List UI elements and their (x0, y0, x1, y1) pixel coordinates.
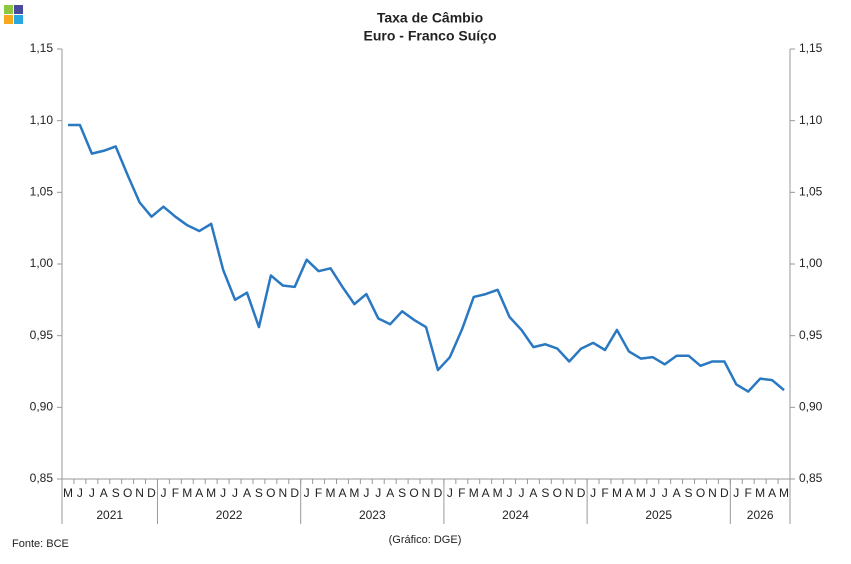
x-tick-label: N (135, 486, 144, 500)
x-tick-label: M (469, 486, 479, 500)
y2-tick-label: 1,00 (799, 256, 823, 270)
y2-tick-label: 1,05 (799, 185, 823, 199)
x-tick-label: M (612, 486, 622, 500)
credit: (Gráfico: DGE) (389, 534, 462, 546)
x-tick-label: M (493, 486, 503, 500)
y-tick-label: 1,05 (30, 185, 54, 199)
x-tick-label: A (768, 486, 776, 500)
y-tick-label: 0,85 (30, 471, 54, 485)
x-tick-label: D (720, 486, 729, 500)
x-tick-label: A (100, 486, 108, 500)
x-tick-label: A (482, 486, 490, 500)
x-tick-label: A (625, 486, 633, 500)
y-tick-label: 0,95 (30, 328, 54, 342)
y2-tick-label: 0,95 (799, 328, 823, 342)
x-tick-label: M (755, 486, 765, 500)
x-tick-label: J (363, 486, 369, 500)
x-tick-label: J (232, 486, 238, 500)
y-tick-label: 0,90 (30, 400, 54, 414)
x-tick-label: J (507, 486, 513, 500)
x-tick-label: A (195, 486, 203, 500)
x-tick-label: M (779, 486, 789, 500)
x-tick-label: D (577, 486, 586, 500)
y2-tick-label: 1,10 (799, 113, 823, 127)
x-group-label: 2024 (502, 508, 529, 522)
x-tick-label: D (147, 486, 156, 500)
x-tick-label: A (673, 486, 681, 500)
x-tick-label: J (77, 486, 83, 500)
x-tick-label: N (278, 486, 287, 500)
x-tick-label: N (422, 486, 431, 500)
x-tick-label: F (315, 486, 322, 500)
x-tick-label: A (338, 486, 346, 500)
x-group-label: 2022 (216, 508, 243, 522)
x-tick-label: M (636, 486, 646, 500)
x-tick-label: A (243, 486, 251, 500)
x-tick-label: M (206, 486, 216, 500)
x-tick-label: J (220, 486, 226, 500)
y-tick-label: 1,10 (30, 113, 54, 127)
x-tick-label: O (266, 486, 275, 500)
x-tick-label: S (685, 486, 693, 500)
x-tick-label: M (349, 486, 359, 500)
y2-tick-label: 1,15 (799, 41, 823, 55)
chart-title: Taxa de Câmbio (377, 10, 483, 26)
x-tick-label: S (541, 486, 549, 500)
x-tick-label: J (375, 486, 381, 500)
x-tick-label: S (255, 486, 263, 500)
logo (4, 5, 23, 24)
x-tick-label: J (590, 486, 596, 500)
x-tick-label: J (89, 486, 95, 500)
x-tick-label: M (326, 486, 336, 500)
x-tick-label: F (172, 486, 179, 500)
x-tick-label: F (458, 486, 465, 500)
x-tick-label: N (565, 486, 574, 500)
x-tick-label: O (123, 486, 132, 500)
x-tick-label: J (733, 486, 739, 500)
x-tick-label: O (553, 486, 562, 500)
x-tick-label: J (518, 486, 524, 500)
x-tick-label: F (601, 486, 608, 500)
y2-tick-label: 0,90 (799, 400, 823, 414)
x-tick-label: J (650, 486, 656, 500)
x-tick-label: O (696, 486, 705, 500)
x-group-label: 2021 (96, 508, 123, 522)
chart-subtitle: Euro - Franco Suíço (363, 28, 496, 44)
x-tick-label: M (182, 486, 192, 500)
x-tick-label: A (529, 486, 537, 500)
x-tick-label: J (304, 486, 310, 500)
x-tick-label: S (398, 486, 406, 500)
x-group-label: 2023 (359, 508, 386, 522)
y-tick-label: 1,00 (30, 256, 54, 270)
x-tick-label: D (290, 486, 299, 500)
y-tick-label: 1,15 (30, 41, 54, 55)
data-line (67, 123, 785, 393)
x-group-label: 2025 (645, 508, 672, 522)
x-tick-label: J (160, 486, 166, 500)
x-tick-label: M (63, 486, 73, 500)
x-tick-label: A (386, 486, 394, 500)
y2-tick-label: 0,85 (799, 471, 823, 485)
x-tick-label: N (708, 486, 717, 500)
x-tick-label: D (434, 486, 443, 500)
x-tick-label: J (662, 486, 668, 500)
x-group-label: 2026 (747, 508, 774, 522)
x-tick-label: F (745, 486, 752, 500)
x-tick-label: J (447, 486, 453, 500)
source: Fonte: BCE (12, 538, 69, 550)
x-tick-label: O (409, 486, 418, 500)
x-tick-label: S (112, 486, 120, 500)
